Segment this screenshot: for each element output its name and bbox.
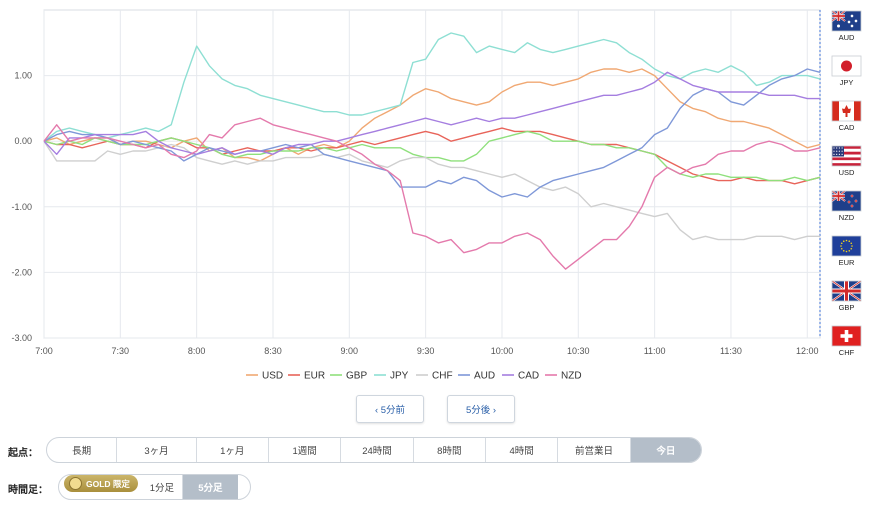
- new-zealand-flag-icon: [831, 190, 862, 212]
- series-line-usd: [43, 68, 821, 162]
- series-line-jpy: [43, 32, 821, 142]
- flag-gbp[interactable]: GBP: [831, 280, 862, 312]
- series-lines: [43, 32, 821, 270]
- y-tick-label: 1.00: [14, 71, 32, 81]
- switzerland-flag-icon: [831, 325, 862, 347]
- flag-label: GBP: [839, 303, 855, 312]
- currency-strength-chart: 1.00 0.00 -1.00 -2.00 -3.00 7:00 7:30 8:00 8:30…: [11, 9, 862, 382]
- gold-limited-badge: GOLD 限定: [64, 475, 138, 492]
- start-option-prev-business-day[interactable]: 前営業日: [557, 438, 629, 462]
- start-option-1month[interactable]: 1ヶ月: [195, 438, 268, 462]
- uk-flag-icon: [831, 280, 862, 302]
- legend-item-usd[interactable]: USD: [246, 371, 283, 382]
- flag-label: CAD: [839, 123, 855, 132]
- legend-label: NZD: [561, 371, 582, 382]
- x-tick-label: 11:30: [720, 346, 742, 356]
- usa-flag-icon: [831, 145, 862, 167]
- flag-jpy[interactable]: JPY: [831, 55, 862, 87]
- legend-label: AUD: [474, 371, 495, 382]
- start-option-1week[interactable]: 1週間: [267, 438, 340, 462]
- legend: USD EUR GBP JPY CHF AUD CAD NZD: [246, 371, 582, 382]
- start-option-today[interactable]: 今日: [629, 438, 701, 462]
- y-axis-ticks: 1.00 0.00 -1.00 -2.00 -3.00: [11, 71, 32, 343]
- x-tick-label: 9:30: [417, 346, 435, 356]
- legend-item-nzd[interactable]: NZD: [545, 371, 582, 382]
- prev-5min-button[interactable]: ‹ 5分前: [356, 395, 424, 423]
- legend-item-aud[interactable]: AUD: [458, 371, 495, 382]
- legend-label: CAD: [518, 371, 539, 382]
- y-tick-label: -1.00: [11, 202, 32, 212]
- series-line-chf: [43, 140, 820, 241]
- x-tick-label: 11:00: [644, 346, 666, 356]
- x-tick-label: 8:00: [188, 346, 206, 356]
- x-axis-ticks: 7:00 7:30 8:00 8:30 9:00 9:30 10:00 10:30 11:00 1…: [35, 346, 818, 356]
- start-point-label: 起点：: [8, 448, 38, 459]
- x-tick-label: 12:00: [796, 346, 819, 356]
- y-tick-label: -2.00: [11, 267, 32, 277]
- legend-label: USD: [262, 371, 283, 382]
- chart-grid: [43, 9, 821, 339]
- flag-label: CHF: [839, 348, 855, 357]
- x-tick-label: 9:00: [341, 346, 359, 356]
- timeframe-option-5min[interactable]: 5分足: [181, 475, 238, 499]
- flag-eur[interactable]: EUR: [831, 235, 862, 267]
- x-tick-label: 7:30: [112, 346, 130, 356]
- flag-usd[interactable]: USD: [831, 145, 862, 177]
- y-tick-label: 0.00: [14, 136, 32, 146]
- legend-item-gbp[interactable]: GBP: [330, 371, 367, 382]
- series-line-cad: [43, 71, 820, 156]
- legend-label: EUR: [304, 371, 325, 382]
- series-line-gbp: [43, 130, 821, 182]
- gold-limited-label: GOLD 限定: [86, 478, 130, 489]
- start-option-24hours[interactable]: 24時間: [340, 438, 412, 462]
- flag-chf[interactable]: CHF: [831, 325, 862, 357]
- y-tick-label: -3.00: [11, 333, 32, 343]
- flag-label: JPY: [840, 78, 854, 87]
- eu-flag-icon: [831, 235, 862, 257]
- flag-cad[interactable]: CAD: [831, 100, 862, 132]
- legend-item-eur[interactable]: EUR: [288, 371, 325, 382]
- start-option-long[interactable]: 長期: [72, 446, 92, 457]
- japan-flag-icon: [831, 55, 862, 77]
- start-option-3months[interactable]: 3ヶ月: [116, 438, 195, 462]
- start-option-4hours[interactable]: 4時間: [485, 438, 557, 462]
- flag-label: AUD: [839, 33, 855, 42]
- legend-label: JPY: [390, 371, 409, 382]
- legend-label: CHF: [432, 371, 453, 382]
- gold-coin-icon: [69, 477, 82, 490]
- australia-flag-icon: [831, 10, 862, 32]
- timeframe-label: 時間足：: [8, 485, 48, 496]
- legend-item-cad[interactable]: CAD: [502, 371, 539, 382]
- timeframe-option-1min[interactable]: 1分足: [149, 483, 175, 494]
- x-tick-label: 8:30: [264, 346, 282, 356]
- legend-item-chf[interactable]: CHF: [416, 371, 453, 382]
- x-tick-label: 7:00: [35, 346, 53, 356]
- series-line-aud: [43, 68, 821, 198]
- legend-label: GBP: [346, 371, 367, 382]
- flag-label: USD: [839, 168, 855, 177]
- series-line-nzd: [43, 117, 821, 270]
- start-option-8hours[interactable]: 8時間: [412, 438, 485, 462]
- flag-nzd[interactable]: NZD: [831, 190, 862, 222]
- flag-column: AUD JPY CAD USD NZD EUR GBP CHF: [831, 10, 862, 357]
- next-5min-button[interactable]: 5分後 ›: [447, 395, 515, 423]
- x-tick-label: 10:30: [567, 346, 590, 356]
- timeframe-selector: GOLD 限定 1分足 5分足: [58, 474, 251, 500]
- canada-flag-icon: [831, 100, 862, 122]
- flag-label: EUR: [839, 258, 855, 267]
- legend-item-jpy[interactable]: JPY: [374, 371, 409, 382]
- flag-aud[interactable]: AUD: [831, 10, 862, 42]
- series-line-eur: [43, 127, 821, 185]
- x-tick-label: 10:00: [491, 346, 514, 356]
- start-point-selector: 長期 3ヶ月 1ヶ月 1週間 24時間 8時間 4時間 前営業日 今日: [46, 437, 702, 463]
- flag-label: NZD: [839, 213, 855, 222]
